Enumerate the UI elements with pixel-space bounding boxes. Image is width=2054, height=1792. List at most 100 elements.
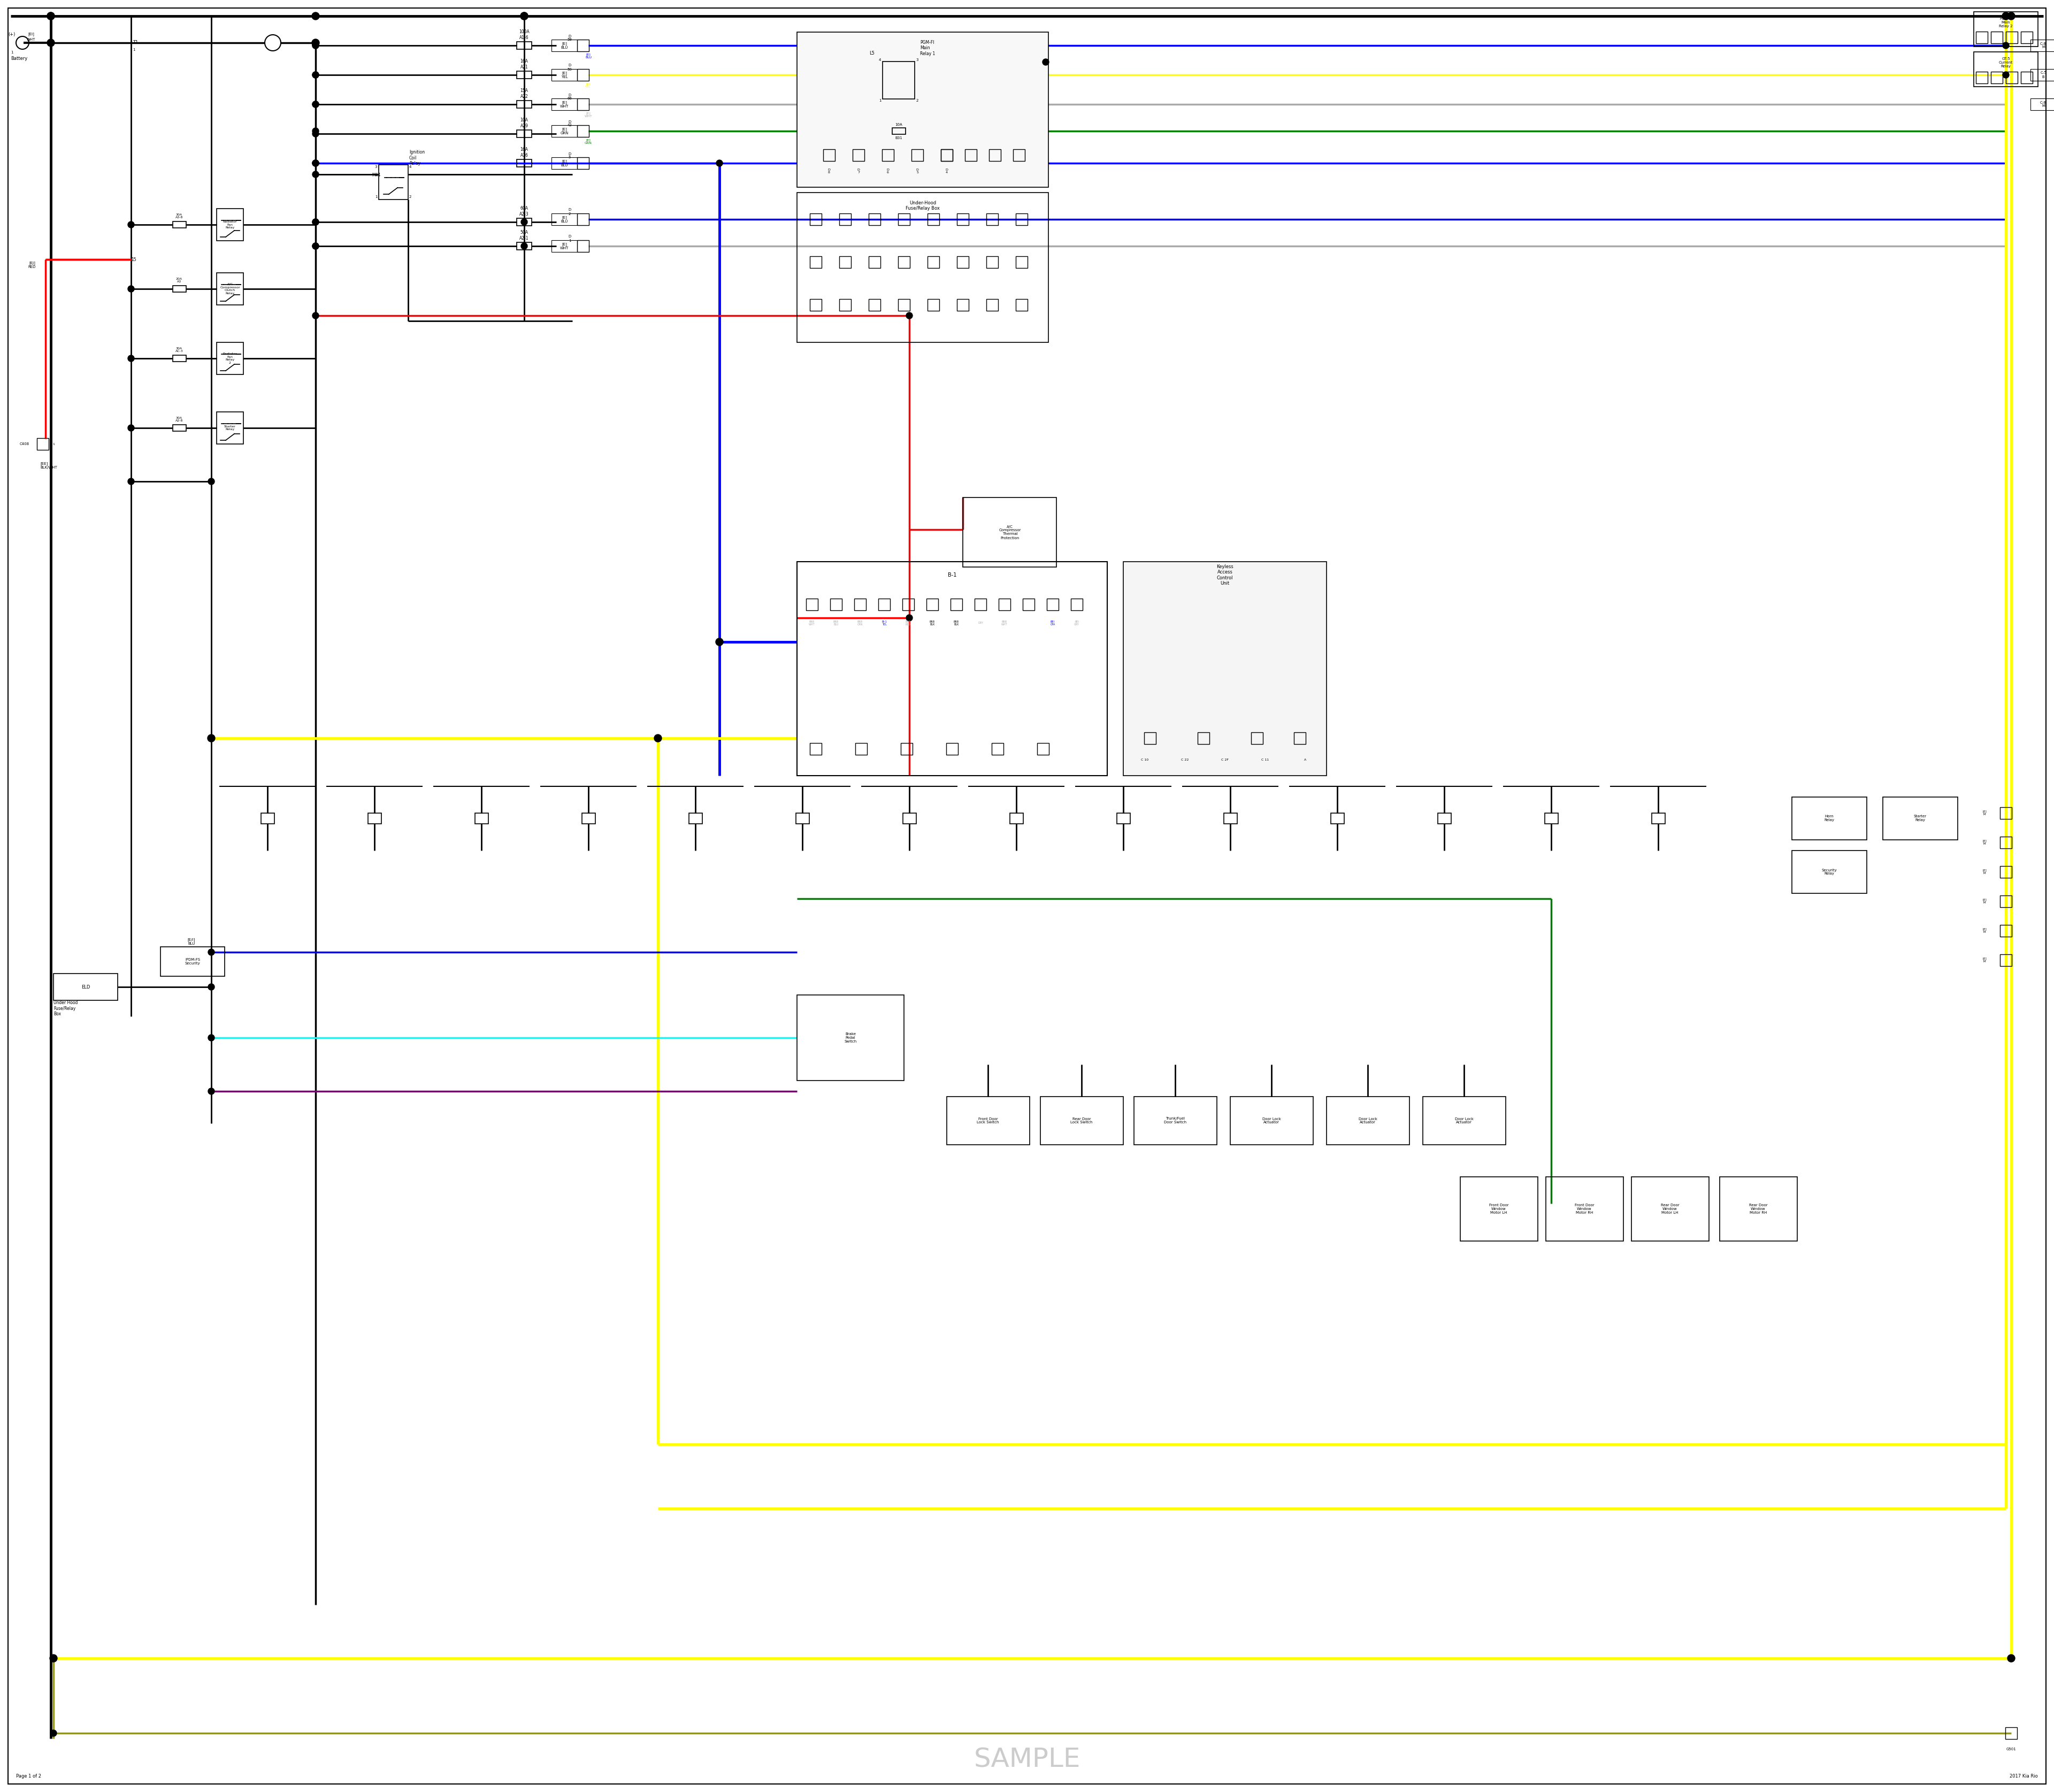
Bar bbox=[1017, 213, 1027, 226]
Text: Horn
Relay: Horn Relay bbox=[1824, 815, 1834, 823]
Text: Under Hood
Fuse/Relay
Box: Under Hood Fuse/Relay Box bbox=[53, 1000, 78, 1016]
Circle shape bbox=[312, 43, 318, 48]
Circle shape bbox=[312, 312, 318, 319]
Bar bbox=[550, 240, 577, 253]
Text: [EE]
BLK/WHT: [EE] BLK/WHT bbox=[41, 462, 58, 470]
Text: D
59: D 59 bbox=[567, 65, 571, 72]
Text: [E]
WHT: [E] WHT bbox=[561, 242, 569, 249]
Text: [E]
M: [E] M bbox=[1982, 840, 1986, 846]
Text: SAMPLE: SAMPLE bbox=[974, 1747, 1080, 1772]
Text: Front Door
Window
Motor RH: Front Door Window Motor RH bbox=[1575, 1204, 1594, 1215]
Text: A/C
Compressor
Clutch
Relay: A/C Compressor Clutch Relay bbox=[220, 283, 240, 296]
Bar bbox=[216, 342, 242, 375]
Circle shape bbox=[906, 312, 912, 319]
Bar bbox=[518, 100, 532, 108]
Text: Trunk/Fuel
Door Switch: Trunk/Fuel Door Switch bbox=[1165, 1116, 1187, 1124]
Circle shape bbox=[520, 13, 528, 20]
Circle shape bbox=[47, 39, 55, 47]
Circle shape bbox=[312, 72, 318, 79]
Bar bbox=[941, 149, 953, 161]
Bar bbox=[577, 213, 589, 226]
Bar bbox=[974, 599, 986, 611]
Circle shape bbox=[207, 735, 216, 742]
Text: BRB
WHT: BRB WHT bbox=[1002, 620, 1009, 625]
Circle shape bbox=[207, 478, 214, 484]
Text: 30A
AC-3: 30A AC-3 bbox=[175, 348, 183, 353]
Bar bbox=[840, 213, 850, 226]
Bar bbox=[869, 299, 881, 310]
Circle shape bbox=[2003, 43, 2009, 48]
Text: DRY: DRY bbox=[978, 622, 984, 625]
Text: [EI]: [EI] bbox=[29, 32, 35, 36]
Bar bbox=[378, 165, 409, 199]
Bar bbox=[928, 256, 939, 269]
Bar bbox=[986, 299, 998, 310]
Bar bbox=[805, 599, 817, 611]
Text: 20A
A3: 20A A3 bbox=[177, 278, 183, 283]
Text: 1: 1 bbox=[374, 195, 378, 199]
Text: C 11: C 11 bbox=[1261, 758, 1269, 762]
Text: 60A
A2-3: 60A A2-3 bbox=[520, 206, 530, 217]
Bar bbox=[854, 599, 867, 611]
Circle shape bbox=[312, 43, 318, 48]
Bar bbox=[1023, 599, 1035, 611]
Bar bbox=[577, 99, 589, 109]
Bar bbox=[1791, 797, 1867, 840]
Text: BRB
RED: BRB RED bbox=[906, 620, 912, 625]
Text: 3: 3 bbox=[916, 59, 918, 61]
Bar bbox=[1460, 1177, 1538, 1242]
Bar bbox=[1224, 814, 1237, 824]
Bar bbox=[998, 599, 1011, 611]
Text: 10A: 10A bbox=[896, 124, 902, 125]
Bar bbox=[550, 158, 577, 168]
Text: [E]
YEL: [E] YEL bbox=[561, 72, 567, 79]
Bar bbox=[550, 39, 577, 52]
Circle shape bbox=[520, 13, 528, 20]
Bar bbox=[992, 744, 1004, 754]
Text: Radiator
Fan
Relay
2: Radiator Fan Relay 2 bbox=[224, 353, 236, 364]
Text: WHT: WHT bbox=[27, 38, 35, 41]
Bar bbox=[1631, 1177, 1709, 1242]
Text: BEI
GRY: BEI GRY bbox=[1074, 620, 1080, 625]
Circle shape bbox=[312, 219, 318, 226]
Circle shape bbox=[653, 735, 661, 742]
Circle shape bbox=[906, 615, 912, 622]
Circle shape bbox=[715, 638, 723, 645]
Bar bbox=[840, 299, 850, 310]
Bar bbox=[518, 242, 532, 249]
Text: BRB
WHT: BRB WHT bbox=[809, 620, 815, 625]
Bar bbox=[1547, 1177, 1623, 1242]
Bar bbox=[797, 561, 1107, 776]
Text: 30A
A3-8: 30A A3-8 bbox=[175, 213, 183, 219]
Bar bbox=[1117, 814, 1130, 824]
Circle shape bbox=[312, 159, 318, 167]
Text: 1: 1 bbox=[53, 443, 55, 446]
Text: 2: 2 bbox=[409, 195, 411, 199]
Circle shape bbox=[312, 13, 318, 20]
Text: D
1: D 1 bbox=[569, 235, 571, 242]
Text: BI-1
TEL: BI-1 TEL bbox=[881, 620, 887, 625]
Text: IPDM-FS
Security: IPDM-FS Security bbox=[185, 959, 199, 966]
Circle shape bbox=[312, 244, 318, 249]
Bar bbox=[581, 814, 596, 824]
Text: Rear Door
Lock Switch: Rear Door Lock Switch bbox=[1070, 1116, 1093, 1124]
Text: (+): (+) bbox=[8, 32, 14, 38]
Circle shape bbox=[127, 222, 134, 228]
Bar bbox=[898, 256, 910, 269]
Bar bbox=[518, 159, 532, 167]
Circle shape bbox=[47, 13, 55, 20]
Circle shape bbox=[207, 984, 214, 991]
Bar bbox=[926, 599, 939, 611]
Circle shape bbox=[207, 1034, 214, 1041]
Bar bbox=[518, 219, 532, 226]
Bar bbox=[2031, 70, 2054, 81]
Bar bbox=[809, 299, 822, 310]
Text: C-8
M: C-8 M bbox=[2040, 100, 2046, 108]
Text: D
5: D 5 bbox=[569, 152, 571, 159]
Bar bbox=[1990, 32, 2003, 43]
Text: 1: 1 bbox=[134, 48, 136, 52]
Bar bbox=[1124, 561, 1327, 776]
Circle shape bbox=[47, 13, 55, 20]
Circle shape bbox=[312, 244, 318, 249]
Bar bbox=[550, 213, 577, 226]
